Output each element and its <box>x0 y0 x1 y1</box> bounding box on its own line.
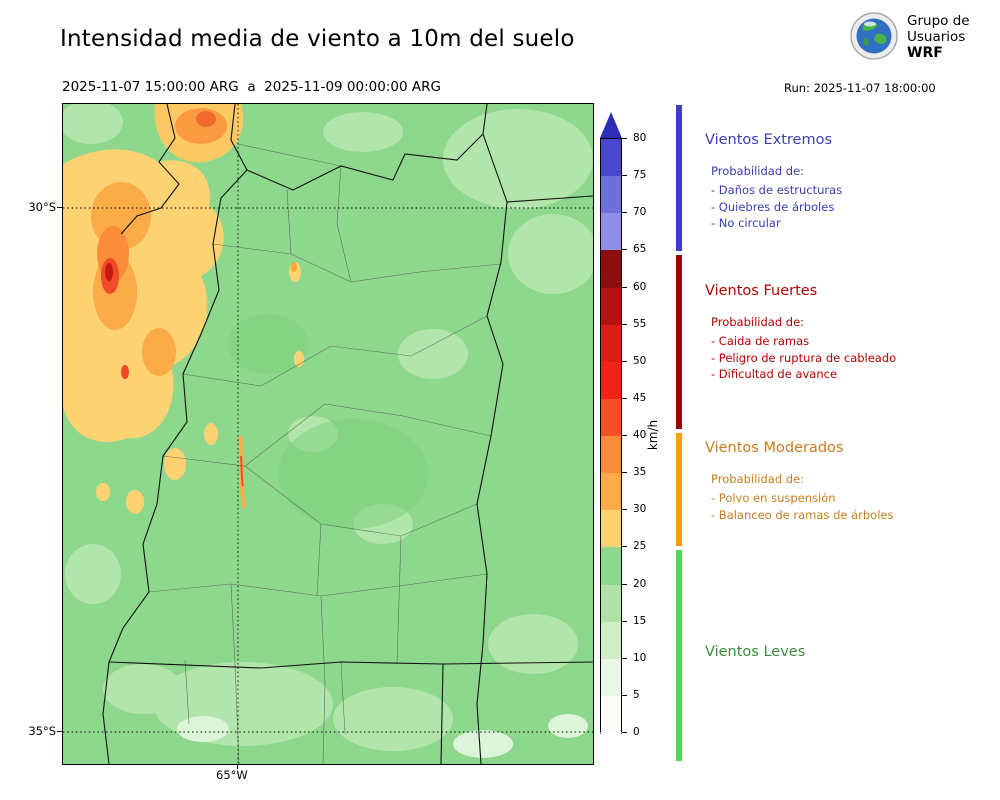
colorbar-tick-label: 55 <box>622 318 646 330</box>
map-plot <box>63 104 593 764</box>
colorbar-tick-label: 65 <box>622 243 646 255</box>
category-bar-extremos <box>676 105 682 251</box>
wind-darker-areas <box>228 314 428 529</box>
wind-intensity-map <box>62 103 594 765</box>
legend-section-extremos: Vientos Extremos Probabilidad de: - Daño… <box>705 132 990 232</box>
axis-tick-mark <box>237 764 238 769</box>
colorbar-segment <box>601 398 621 436</box>
category-bar-moderados <box>676 433 682 546</box>
valid-time-range: 2025-11-07 15:00:00 ARG a 2025-11-09 00:… <box>62 79 441 95</box>
colorbar-segment <box>601 695 621 733</box>
legend-section-title: Vientos Leves <box>705 644 806 660</box>
globe-icon <box>850 12 898 60</box>
legend-item: - No circular <box>711 216 781 230</box>
colorbar-tick-label: 45 <box>622 392 646 404</box>
colorbar-over-arrow <box>600 112 622 138</box>
colorbar-tick-label: 5 <box>622 689 640 701</box>
colorbar-segment <box>601 287 621 325</box>
department-borders <box>148 143 502 764</box>
legend-probability-label: Probabilidad de: <box>711 472 805 486</box>
legend-section-fuertes: Vientos Fuertes Probabilidad de: - Caida… <box>705 283 990 383</box>
province-borders <box>102 104 593 764</box>
colorbar-tick-label: 40 <box>622 429 646 441</box>
legend-item: - Quiebres de árboles <box>711 199 835 214</box>
colorbar-segment <box>601 176 621 214</box>
colorbar-tick-label: 20 <box>622 578 646 590</box>
colorbar-segment <box>601 139 621 177</box>
lat-tick-30s: 30°S <box>28 200 56 214</box>
colorbar-tick-label: 75 <box>622 169 646 181</box>
legend-item: - Polvo en suspensión <box>711 491 836 505</box>
colorbar-tick-label: 15 <box>622 615 646 627</box>
colorbar-tick-label: 25 <box>622 540 646 552</box>
legend-item: - Dificultad de avance <box>711 367 838 381</box>
colorbar-segment <box>601 324 621 362</box>
colorbar-segment <box>601 584 621 622</box>
wrf-users-group-logo: Grupo de Usuarios WRF <box>850 11 1000 65</box>
colorbar-ticks: 80 75 70 65 60 55 50 45 40 35 30 25 20 15 10 5 0 <box>622 112 666 772</box>
colorbar-tick-label: 80 <box>622 132 646 144</box>
colorbar-tick-label: 70 <box>622 206 646 218</box>
colorbar-tick-label: 0 <box>622 726 640 738</box>
colorbar-segment <box>601 658 621 696</box>
colorbar-tick-label: 50 <box>622 355 646 367</box>
colorbar-segment <box>601 510 621 548</box>
legend-item: - Daños de estructuras <box>711 183 843 197</box>
logo-line-1: Grupo de <box>907 13 970 29</box>
axis-tick-mark <box>57 207 62 208</box>
legend-section-leves: Vientos Leves <box>705 644 990 676</box>
colorbar-segment <box>601 250 621 288</box>
legend-section-moderados: Vientos Moderados Probabilidad de: - Pol… <box>705 440 990 523</box>
colorbar-segment <box>601 213 621 251</box>
colorbar-segment <box>601 473 621 511</box>
colorbar-under-arrow <box>600 732 622 758</box>
logo-line-2: Usuarios <box>907 29 966 45</box>
legend-item: - Peligro de ruptura de cableado <box>711 350 897 365</box>
colorbar-tick-label: 60 <box>622 281 646 293</box>
lat-tick-35s: 35°S <box>28 724 56 738</box>
wind-warm-areas <box>63 104 304 514</box>
colorbar-segment <box>601 621 621 659</box>
category-bar-fuertes <box>676 255 682 429</box>
axis-tick-mark <box>57 731 62 732</box>
model-run-label: Run: 2025-11-07 18:00:00 <box>784 81 936 95</box>
colorbar-segment <box>601 547 621 585</box>
legend-probability-label: Probabilidad de: <box>711 315 805 329</box>
legend-item: - Caida de ramas <box>711 334 810 348</box>
legend-item: - Balanceo de ramas de árboles <box>711 507 894 522</box>
legend-section-title: Vientos Moderados <box>705 440 844 456</box>
logo-text: Grupo de Usuarios WRF <box>907 13 970 61</box>
colorbar-unit-label: km/h <box>646 419 660 451</box>
wind-light-areas <box>63 104 593 758</box>
colorbar-tick-label: 30 <box>622 503 646 515</box>
legend-probability-label: Probabilidad de: <box>711 164 805 178</box>
category-bar-leves <box>676 550 682 761</box>
lon-tick-65w: 65°W <box>216 768 248 782</box>
colorbar-segment <box>601 361 621 399</box>
colorbar-tick-label: 10 <box>622 652 646 664</box>
colorbar-tick-label: 35 <box>622 466 646 478</box>
logo-line-3: WRF <box>907 45 943 61</box>
legend-section-title: Vientos Fuertes <box>705 283 818 299</box>
page-title: Intensidad media de viento a 10m del sue… <box>60 26 575 52</box>
colorbar-body <box>600 138 622 734</box>
colorbar-segment <box>601 436 621 474</box>
legend-section-title: Vientos Extremos <box>705 132 833 148</box>
